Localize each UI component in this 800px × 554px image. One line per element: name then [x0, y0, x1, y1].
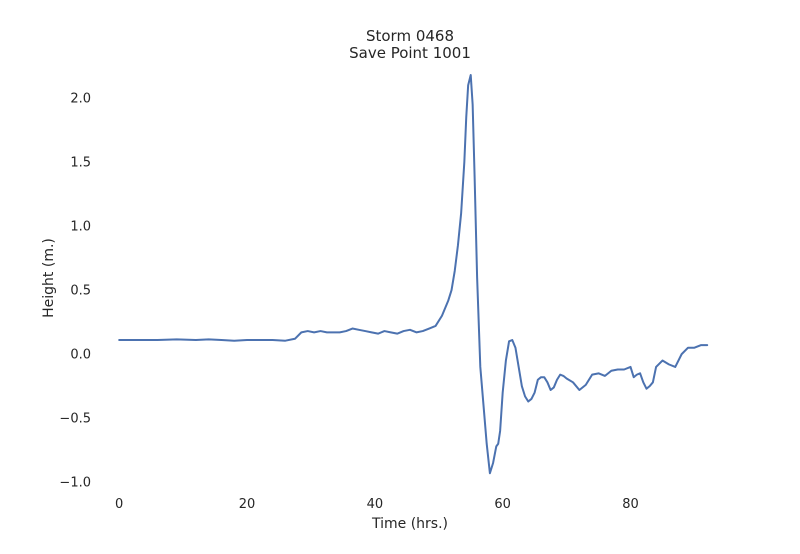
y-tick-label: 1.5	[70, 156, 91, 171]
x-axis-label: Time (hrs.)	[371, 516, 448, 532]
y-tick-label: −1.0	[59, 476, 91, 491]
x-tick-label: 0	[115, 497, 123, 512]
x-tick-label: 40	[367, 497, 384, 512]
y-tick-label: −0.5	[59, 412, 91, 427]
series-layer	[118, 73, 709, 475]
series-line	[118, 73, 709, 475]
y-tick-label: 0.5	[70, 284, 91, 299]
x-tick-label: 80	[622, 497, 639, 512]
y-tick-label: 1.0	[70, 220, 91, 235]
x-tick-label: 60	[494, 497, 511, 512]
chart-title-line-2: Save Point 1001	[349, 44, 471, 62]
y-axis-label: Height (m.)	[41, 238, 57, 318]
y-axis-ticks: −1.0 −0.5 0.0 0.5 1.0 1.5 2.0	[59, 92, 91, 491]
x-tick-label: 20	[239, 497, 256, 512]
y-tick-label: 2.0	[70, 92, 91, 107]
chart-title-line-1: Storm 0468	[366, 27, 454, 45]
x-axis-ticks: 0 20 40 60 80	[115, 497, 639, 512]
y-tick-label: 0.0	[70, 348, 91, 363]
